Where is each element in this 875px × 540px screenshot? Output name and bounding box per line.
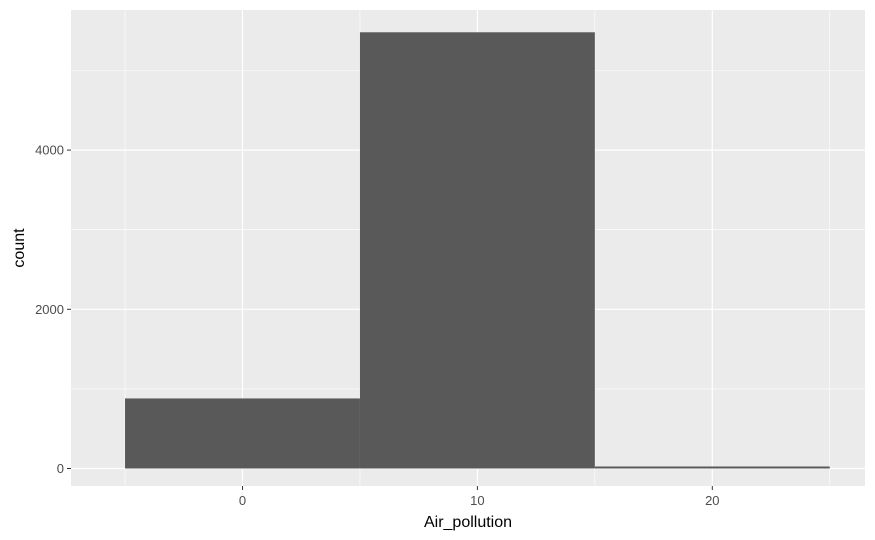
y-tick-label: 4000 bbox=[35, 143, 64, 158]
x-axis-title: Air_pollution bbox=[424, 514, 512, 531]
histogram-bars bbox=[125, 32, 830, 469]
x-tick-label: 20 bbox=[705, 493, 719, 508]
x-tick-label: 10 bbox=[470, 493, 484, 508]
y-tick-label: 2000 bbox=[35, 302, 64, 317]
axis-ticks bbox=[67, 149, 713, 490]
y-tick-label: 0 bbox=[57, 461, 64, 476]
y-axis-title: count bbox=[11, 228, 28, 268]
histogram-bar-3 bbox=[594, 466, 830, 469]
histogram-bar-1 bbox=[125, 398, 360, 469]
histogram-bar-2 bbox=[359, 32, 595, 469]
x-tick-label: 0 bbox=[239, 493, 246, 508]
tick-labels: 0 10 20 0 2000 4000 bbox=[35, 143, 719, 508]
